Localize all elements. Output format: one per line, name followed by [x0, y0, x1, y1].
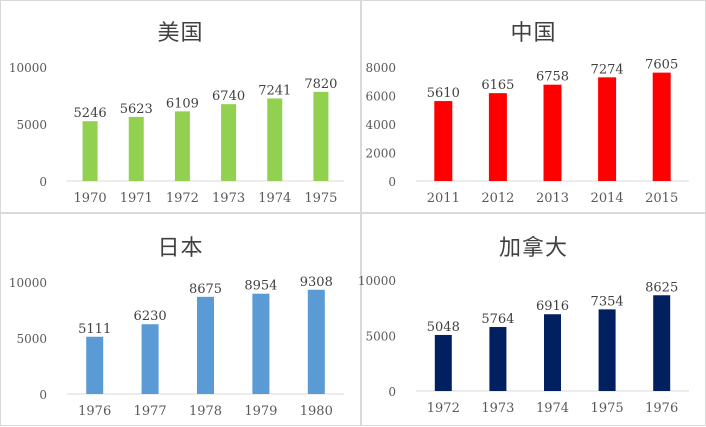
bar — [598, 77, 617, 181]
data-label: 7820 — [304, 77, 337, 92]
bar — [267, 98, 283, 181]
x-tick-label: 2011 — [427, 191, 460, 206]
bar — [128, 116, 144, 181]
y-tick-label: 6000 — [365, 90, 396, 104]
x-tick-label: 1973 — [212, 191, 245, 206]
data-label: 7605 — [645, 58, 678, 73]
data-label: 5610 — [427, 86, 460, 101]
data-label: 6916 — [536, 299, 569, 314]
chart-title: 美国 — [157, 21, 204, 46]
x-tick-label: 1970 — [74, 191, 107, 206]
bar — [141, 324, 159, 394]
data-label: 5246 — [74, 106, 107, 121]
data-label: 7354 — [591, 294, 624, 309]
bar-chart-svg: 0 5000 10000 5048 1972 5764 1973 6916 1974 7354 19… — [358, 274, 689, 416]
y-tick-label: 5000 — [16, 332, 47, 346]
x-tick-label: 2015 — [645, 191, 678, 206]
bar — [652, 72, 671, 181]
chart-title: 日本 — [157, 236, 204, 261]
y-tick-label: 10000 — [9, 61, 47, 75]
bar-chart-svg: 0 5000 10000 5111 1976 6230 1977 8675 1978 8954 19… — [9, 275, 344, 419]
x-tick-label: 1973 — [481, 401, 514, 416]
x-tick-label: 1975 — [591, 401, 624, 416]
y-tick-label: 0 — [39, 175, 47, 189]
data-label: 6109 — [166, 96, 199, 111]
data-label: 5048 — [427, 320, 460, 335]
bar — [434, 334, 452, 391]
data-label: 8675 — [189, 282, 222, 297]
data-label: 7241 — [258, 83, 291, 98]
bar — [197, 296, 214, 394]
x-tick-label: 1977 — [134, 404, 167, 419]
data-label: 5623 — [120, 102, 153, 117]
x-tick-label: 1979 — [244, 404, 277, 419]
data-label: 8954 — [244, 279, 277, 294]
bar — [488, 93, 507, 181]
data-label: 6740 — [212, 89, 245, 104]
bar — [313, 91, 329, 181]
y-tick-label: 8000 — [365, 61, 396, 75]
y-tick-label: 0 — [39, 388, 47, 402]
bar — [86, 336, 104, 394]
x-tick-label: 1975 — [304, 191, 337, 206]
y-tick-label: 0 — [388, 175, 396, 189]
x-tick-label: 1976 — [78, 404, 111, 419]
data-label: 6758 — [536, 70, 569, 85]
y-tick-label: 5000 — [365, 330, 396, 344]
y-tick-label: 0 — [388, 385, 396, 399]
chart-title: 中国 — [510, 21, 557, 46]
bar — [544, 314, 561, 391]
chart-title: 加拿大 — [498, 236, 568, 261]
bar — [174, 111, 190, 181]
bar-chart-svg: 0 5000 10000 5246 1970 5623 1971 6109 1972 6740 19… — [9, 61, 344, 206]
bar — [653, 295, 671, 391]
data-label: 8625 — [645, 280, 678, 295]
chart-panel-china: 中国 0 2000 4000 6000 8000 5610 2011 6165 2012 6758… — [361, 0, 706, 213]
data-label: 6230 — [134, 309, 167, 324]
bar — [598, 309, 616, 391]
x-tick-label: 1972 — [166, 191, 199, 206]
x-tick-label: 1980 — [300, 404, 333, 419]
y-tick-label: 10000 — [358, 274, 396, 288]
data-label: 6165 — [481, 78, 514, 93]
x-tick-label: 1978 — [189, 404, 222, 419]
x-tick-label: 2014 — [591, 191, 624, 206]
data-label: 5111 — [78, 322, 111, 337]
y-tick-label: 4000 — [365, 118, 396, 132]
x-tick-label: 1976 — [645, 401, 678, 416]
x-tick-label: 2013 — [536, 191, 569, 206]
y-tick-label: 5000 — [16, 118, 47, 132]
bar — [434, 101, 453, 181]
y-tick-label: 10000 — [9, 276, 47, 290]
data-label: 7274 — [591, 62, 624, 77]
bar-chart-svg: 0 2000 4000 6000 8000 5610 2011 6165 2012 6758 201… — [365, 58, 689, 206]
x-tick-label: 2012 — [481, 191, 514, 206]
x-tick-label: 1972 — [427, 401, 460, 416]
data-label: 9308 — [300, 275, 333, 290]
bar — [307, 289, 325, 394]
chart-panel-canada: 加拿大 0 5000 10000 5048 1972 5764 1973 6916 1974 73… — [358, 213, 706, 426]
y-tick-label: 2000 — [365, 147, 396, 161]
bar — [221, 104, 237, 181]
bar — [252, 293, 270, 394]
bar — [543, 84, 562, 181]
x-tick-label: 1971 — [120, 191, 153, 206]
data-label: 5764 — [481, 312, 514, 327]
x-tick-label: 1974 — [536, 401, 569, 416]
bar — [489, 327, 507, 391]
chart-panel-japan: 日本 0 5000 10000 5111 1976 6230 1977 8675 1978 895… — [0, 213, 361, 426]
bar — [82, 121, 98, 181]
x-tick-label: 1974 — [258, 191, 291, 206]
chart-panel-usa: 美国 0 5000 10000 5246 1970 5623 1971 6109 1972 674… — [0, 0, 361, 213]
